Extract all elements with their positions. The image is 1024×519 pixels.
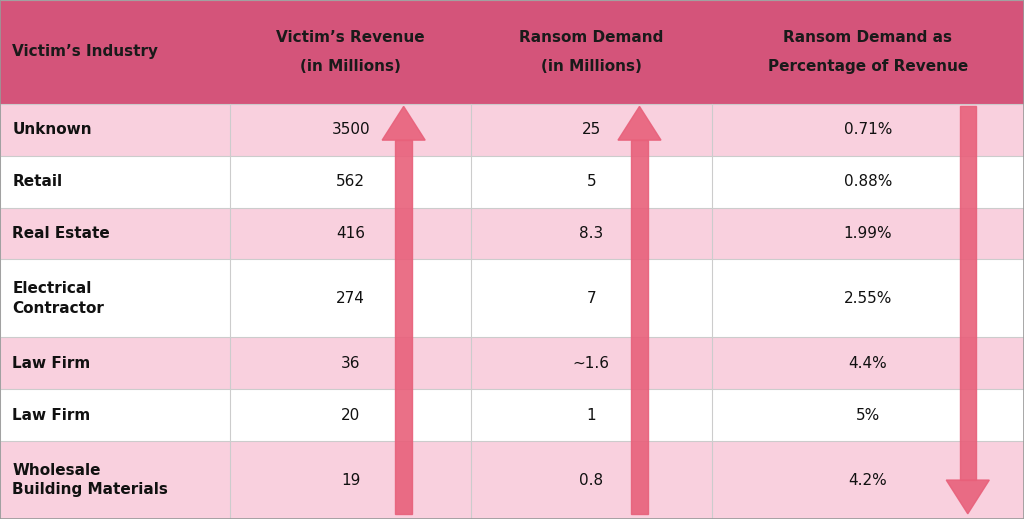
Bar <box>0 208 1024 260</box>
Text: 19: 19 <box>341 473 360 487</box>
Polygon shape <box>946 480 989 514</box>
Text: 4.2%: 4.2% <box>849 473 887 487</box>
Text: (in Millions): (in Millions) <box>300 59 401 74</box>
Bar <box>0 104 1024 156</box>
Text: 20: 20 <box>341 408 360 422</box>
Text: Law Firm: Law Firm <box>12 356 90 371</box>
Text: 0.88%: 0.88% <box>844 174 892 189</box>
Text: 3500: 3500 <box>332 122 370 137</box>
Bar <box>0 441 1024 519</box>
Text: 7: 7 <box>587 291 596 306</box>
Text: Percentage of Revenue: Percentage of Revenue <box>768 59 968 74</box>
Polygon shape <box>382 106 425 140</box>
Text: 416: 416 <box>336 226 366 241</box>
Text: ~1.6: ~1.6 <box>572 356 610 371</box>
Bar <box>0 156 1024 208</box>
Polygon shape <box>631 140 647 514</box>
Text: 2.55%: 2.55% <box>844 291 892 306</box>
Text: 5%: 5% <box>856 408 880 422</box>
Text: 8.3: 8.3 <box>580 226 603 241</box>
Polygon shape <box>617 106 662 140</box>
Polygon shape <box>959 106 976 480</box>
Text: 4.4%: 4.4% <box>849 356 887 371</box>
Text: 1.99%: 1.99% <box>844 226 892 241</box>
Text: 5: 5 <box>587 174 596 189</box>
Bar <box>0 337 1024 389</box>
Text: Retail: Retail <box>12 174 62 189</box>
Text: 25: 25 <box>582 122 601 137</box>
Text: 0.71%: 0.71% <box>844 122 892 137</box>
Text: 1: 1 <box>587 408 596 422</box>
Text: (in Millions): (in Millions) <box>541 59 642 74</box>
Text: Wholesale
Building Materials: Wholesale Building Materials <box>12 462 168 498</box>
Text: 562: 562 <box>336 174 366 189</box>
Text: 0.8: 0.8 <box>580 473 603 487</box>
Bar <box>0 389 1024 441</box>
Text: Victim’s Revenue: Victim’s Revenue <box>276 30 425 45</box>
Text: 36: 36 <box>341 356 360 371</box>
Text: Law Firm: Law Firm <box>12 408 90 422</box>
Bar <box>0 0 1024 104</box>
Text: Ransom Demand: Ransom Demand <box>519 30 664 45</box>
Text: Ransom Demand as: Ransom Demand as <box>783 30 952 45</box>
Text: Real Estate: Real Estate <box>12 226 110 241</box>
Text: Victim’s Industry: Victim’s Industry <box>12 45 159 59</box>
Text: Unknown: Unknown <box>12 122 92 137</box>
Text: Electrical
Contractor: Electrical Contractor <box>12 281 104 316</box>
Polygon shape <box>395 140 412 514</box>
Bar <box>0 260 1024 337</box>
Text: 274: 274 <box>336 291 366 306</box>
